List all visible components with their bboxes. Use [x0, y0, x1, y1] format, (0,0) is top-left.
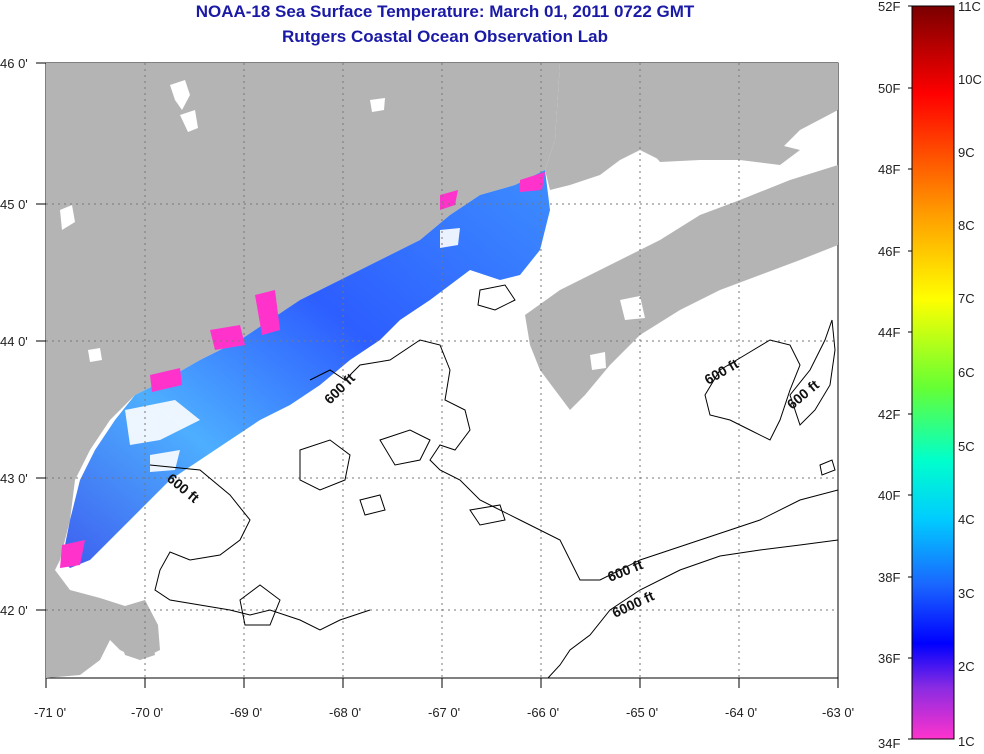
colorbar-c-label: 4C: [958, 512, 975, 527]
x-tick-label: -68 0': [329, 705, 361, 720]
colorbar-ticks: [908, 5, 912, 740]
land-nova-scotia: [525, 165, 838, 410]
y-tick-label: 43 0': [0, 471, 28, 486]
x-tick-label: -69 0': [230, 705, 262, 720]
x-tick-label: -63 0': [822, 705, 854, 720]
inland-lakes: [60, 80, 645, 370]
y-tick-label: 42 0': [0, 603, 28, 618]
colorbar-f-label: 50F: [878, 81, 900, 96]
depth-contours: [149, 284, 838, 678]
land-new-england: [46, 63, 560, 678]
axis-ticks: [36, 62, 839, 688]
colorbar-f-label: 42F: [878, 407, 900, 422]
cloud-gaps: [125, 228, 460, 472]
y-axis-labels: 46 0' 45 0' 44 0' 43 0' 42 0': [0, 56, 28, 618]
map-title: NOAA-18 Sea Surface Temperature: March 0…: [195, 2, 695, 21]
colorbar-f-labels: 52F 50F 48F 46F 44F 42F 40F 38F 36F 34F: [878, 0, 900, 751]
colorbar-c-label: 11C: [958, 0, 981, 14]
y-tick-label: 45 0': [0, 197, 28, 212]
land-pei: [650, 140, 800, 165]
x-tick-label: -64 0': [725, 705, 757, 720]
x-axis-labels: -71 0' -70 0' -69 0' -68 0' -67 0' -66 0…: [34, 705, 854, 720]
colorbar-c-label: 5C: [958, 439, 975, 454]
colorbar: [911, 5, 955, 740]
x-tick-label: -65 0': [626, 705, 658, 720]
cold-fringe: [60, 172, 545, 568]
colorbar-c-label: 7C: [958, 291, 975, 306]
colorbar-f-label: 44F: [878, 325, 900, 340]
colorbar-c-labels: 11C 10C 9C 8C 7C 6C 5C 4C 3C 2C 1C: [958, 0, 982, 749]
land-cape-cod: [120, 625, 155, 660]
y-tick-label: 46 0': [0, 56, 28, 71]
colorbar-c-label: 9C: [958, 145, 975, 160]
colorbar-f-label: 48F: [878, 162, 900, 177]
colorbar-c-label: 1C: [958, 734, 975, 749]
colorbar-f-label: 38F: [878, 570, 900, 585]
colorbar-f-label: 52F: [878, 0, 900, 14]
x-tick-label: -67 0': [428, 705, 460, 720]
map-subtitle: Rutgers Coastal Ocean Observation Lab: [282, 27, 608, 46]
x-tick-label: -70 0': [131, 705, 163, 720]
colorbar-c-label: 2C: [958, 659, 975, 674]
colorbar-c-label: 6C: [958, 365, 975, 380]
colorbar-c-label: 8C: [958, 218, 975, 233]
land-new-brunswick: [545, 63, 838, 190]
colorbar-c-label: 3C: [958, 586, 975, 601]
map-gridlines: [46, 63, 838, 678]
colorbar-f-label: 36F: [878, 651, 900, 666]
colorbar-f-label: 40F: [878, 488, 900, 503]
colorbar-f-label: 34F: [878, 736, 900, 751]
x-tick-label: -66 0': [527, 705, 559, 720]
colorbar-f-label: 46F: [878, 244, 900, 259]
y-tick-label: 44 0': [0, 334, 28, 349]
x-tick-label: -71 0': [34, 705, 66, 720]
colorbar-c-label: 10C: [958, 72, 982, 87]
